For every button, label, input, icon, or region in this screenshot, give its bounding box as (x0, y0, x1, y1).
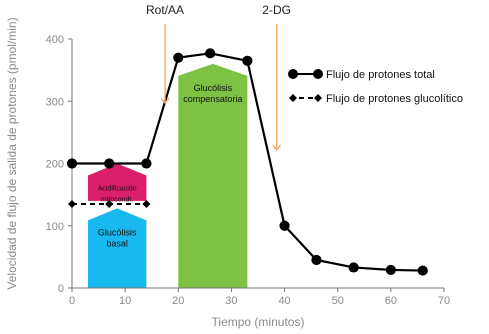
legend-label-flujo-de-protones-glucolitico: Flujo de protones glucolítico (326, 93, 463, 105)
series-point-flujo-de-protones-total-7 (311, 254, 322, 266)
y-tick-label-400: 400 (46, 34, 64, 46)
x-tick-label-60: 60 (385, 295, 397, 307)
region-label-compensatoria: compensatoria (183, 94, 242, 104)
legend-marker-flujo-de-protones-glucolitico-1 (314, 94, 322, 102)
legend-marker-flujo-de-protones-glucolitico-0 (289, 94, 297, 102)
region-label-glucolisis: Glucólisis (194, 83, 233, 93)
series-layer (66, 48, 428, 276)
legend-label-flujo-de-protones-total: Flujo de protones total (326, 69, 435, 81)
series-point-flujo-de-protones-total-1 (104, 158, 115, 169)
series-point-flujo-de-protones-total-2 (141, 158, 152, 169)
legend-layer: Flujo de protones total Flujo de protones… (288, 69, 463, 105)
series-point-flujo-de-protones-total-0 (66, 158, 78, 169)
legend-marker-flujo-de-protones-total-0 (288, 69, 298, 79)
series-point-flujo-de-protones-total-9 (385, 264, 396, 276)
series-point-flujo-de-protones-total-5 (242, 55, 253, 66)
y-tick-label-100: 100 (46, 221, 64, 233)
series-point-flujo-de-protones-total-4 (205, 48, 216, 59)
series-point-flujo-de-protones-total-8 (348, 262, 359, 273)
region-label-glucolisis: Glucólisis (98, 227, 137, 237)
series-point-flujo-de-protones-total-6 (279, 220, 290, 231)
y-tick-label-200: 200 (46, 159, 64, 171)
x-tick-label-30: 30 (225, 295, 237, 307)
region-glucolisis-compensatoria (178, 63, 248, 289)
x-tick-label-40: 40 (278, 295, 290, 307)
annotation-label-rot-aa: Rot/AA (146, 3, 184, 17)
annotation-arrow-head-rot-aa (160, 97, 170, 105)
x-tick-label-10: 10 (119, 295, 131, 307)
series-point-flujo-de-protones-glucolitico-2 (142, 199, 151, 208)
region-label-basal: basal (106, 238, 128, 248)
x-tick-label-70: 70 (438, 295, 450, 307)
annotation-arrow-head-2-dg (272, 144, 282, 152)
annotation-label-2-dg: 2-DG (262, 3, 291, 17)
x-tick-label-50: 50 (332, 295, 344, 307)
x-tick-label-20: 20 (172, 295, 184, 307)
region-label-mitocondr: mitocondr. (101, 197, 133, 204)
x-axis-label: Tiempo (minutos) (212, 315, 305, 329)
region-glucolisis-basal (87, 208, 147, 288)
region-label-acidificacion: Acidificación (98, 186, 137, 193)
y-tick-label-0: 0 (58, 283, 64, 295)
y-axis-label: Velocidad de flujo de salida de protones… (5, 17, 19, 289)
region-acidificacion-mitocondr (87, 163, 147, 201)
series-point-flujo-de-protones-total-10 (417, 265, 428, 276)
y-tick-label-300: 300 (46, 96, 64, 108)
axes-layer: 0 10 20 30 40 50 60 70 0 100 200 300 400 (46, 34, 450, 307)
series-point-flujo-de-protones-glucolitico-1 (105, 199, 114, 208)
x-tick-label-0: 0 (69, 295, 75, 307)
series-point-flujo-de-protones-total-3 (173, 52, 184, 63)
annotation-layer: Rot/AA 2-DG (146, 3, 291, 152)
series-point-flujo-de-protones-glucolitico-0 (68, 199, 76, 208)
legend-marker-flujo-de-protones-total-1 (313, 69, 323, 79)
regions-layer: Acidificaciónmitocondr.GlucólisisbasalGl… (87, 63, 248, 289)
